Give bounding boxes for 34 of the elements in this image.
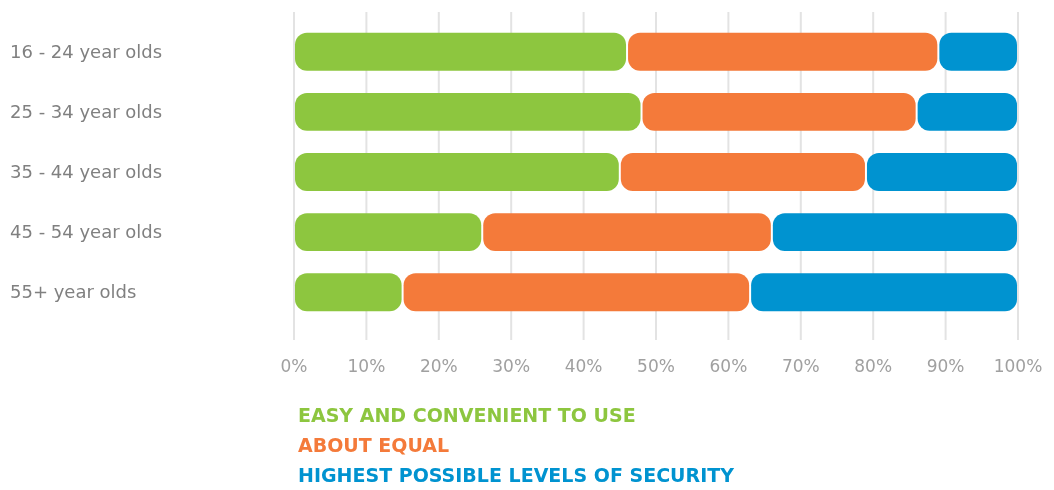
bar xyxy=(628,32,938,71)
bar xyxy=(772,213,1017,252)
bar xyxy=(751,273,1017,312)
x-tick-label: 90% xyxy=(926,356,965,376)
bar xyxy=(295,273,402,312)
x-tick-label: 0% xyxy=(280,356,308,376)
x-tick-label: 80% xyxy=(854,356,893,376)
bar xyxy=(295,32,627,71)
bar xyxy=(620,153,865,191)
text: HIGHEST POSSIBLE LEVELS OF SECURITY xyxy=(298,464,735,486)
bar xyxy=(483,213,771,252)
x-tick-label: 100% xyxy=(993,356,1043,376)
bar xyxy=(642,92,916,131)
text: ABOUT EQUAL xyxy=(298,434,450,456)
bar xyxy=(939,32,1017,71)
x-tick-label: 70% xyxy=(781,356,820,376)
x-tick-label: 20% xyxy=(419,356,458,376)
y-tick-label: 55+ year olds xyxy=(10,281,137,303)
y-tick-label: 45 - 54 year olds xyxy=(10,221,163,243)
y-tick-label: 25 - 34 year olds xyxy=(10,100,163,122)
bar xyxy=(917,92,1017,131)
bar xyxy=(866,153,1017,191)
bar xyxy=(295,213,482,252)
bar xyxy=(295,92,641,131)
x-tick-label: 40% xyxy=(564,356,603,376)
x-tick-label: 50% xyxy=(637,356,675,376)
y-tick-label: 35 - 44 year olds xyxy=(10,161,163,182)
x-tick-label: 60% xyxy=(709,356,748,376)
text: EASY AND CONVENIENT TO USE xyxy=(298,404,636,426)
bar xyxy=(403,273,750,312)
y-tick-label: 16 - 24 year olds xyxy=(10,40,163,62)
x-tick-label: 30% xyxy=(492,356,531,376)
bar xyxy=(295,153,619,191)
x-tick-label: 10% xyxy=(347,356,386,376)
